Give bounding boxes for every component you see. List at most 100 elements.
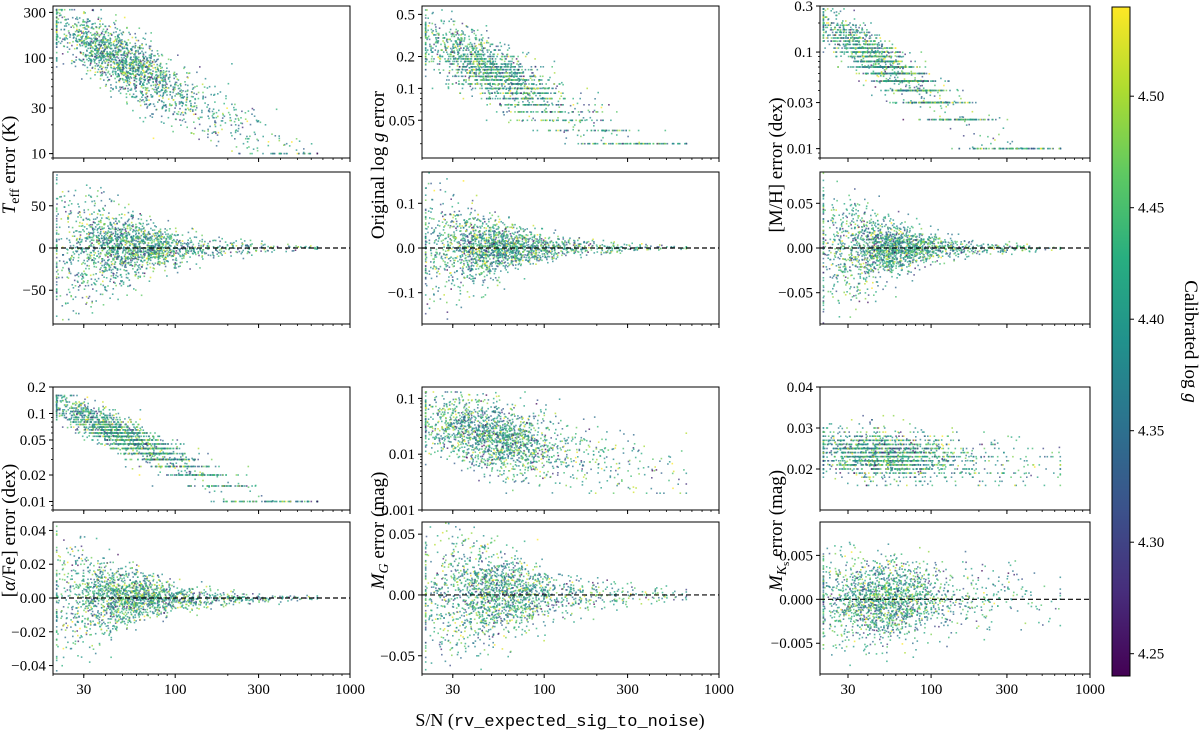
panel-alpha-error: 0.01 0.02 0.05 0.1 0.2 [α/Fe] error (dex) bbox=[0, 380, 351, 597]
axes-frame bbox=[421, 386, 720, 511]
x-tick-label: 100 bbox=[920, 682, 943, 698]
y-tick-label: 0.2 bbox=[396, 50, 415, 66]
panel-alpha-diff: −0.04 −0.02 0.00 0.02 0.04 30 100 300 1000 bbox=[11, 521, 365, 698]
y-tick-label: 0.05 bbox=[20, 433, 46, 449]
y-axis-label: Teff error (K) bbox=[0, 116, 23, 215]
y-tick-label: 50 bbox=[31, 199, 46, 215]
scatter-points bbox=[424, 172, 688, 320]
y-tick-label: 0.03 bbox=[787, 421, 813, 437]
colorbar-tick-label: 4.50 bbox=[1138, 89, 1164, 105]
scatter-points bbox=[424, 391, 688, 494]
y-tick-label: 0.03 bbox=[787, 96, 813, 112]
y-tick-label: 0.05 bbox=[787, 196, 813, 212]
scatter-points bbox=[55, 174, 319, 324]
y-tick-label: 0.02 bbox=[787, 462, 813, 478]
y-tick-label: −0.02 bbox=[11, 625, 46, 641]
scatter-points bbox=[424, 522, 688, 671]
x-tick-label: 30 bbox=[76, 682, 91, 698]
x-tick-label: 1000 bbox=[704, 682, 734, 698]
y-tick-label: 0.1 bbox=[27, 406, 46, 422]
colorbar-gradient bbox=[1111, 6, 1131, 677]
y-tick-label: 0.1 bbox=[794, 45, 813, 61]
colorbar-tick-label: 4.25 bbox=[1138, 647, 1164, 663]
x-tick-label: 300 bbox=[996, 682, 1019, 698]
colorbar-tick-label: 4.30 bbox=[1138, 535, 1164, 551]
x-tick-label: 300 bbox=[616, 682, 639, 698]
colorbar: 4.25 4.30 4.35 4.40 4.45 4.50 Calibrated log g bbox=[1111, 6, 1200, 677]
y-tick-label: 0.01 bbox=[389, 447, 415, 463]
y-tick-label: 0.04 bbox=[20, 523, 47, 539]
y-tick-label: 0.00 bbox=[389, 588, 415, 604]
axes-frame bbox=[421, 521, 720, 675]
scatter-points bbox=[822, 414, 1062, 487]
x-tick-label: 1000 bbox=[335, 682, 365, 698]
panel-teff-diff: −50 0 50 bbox=[23, 171, 351, 328]
axes-frame bbox=[52, 386, 351, 511]
panels: 10 30 100 300 Teff error (K) −50 0 50 0.05 0.1 0.2… bbox=[0, 0, 1105, 698]
y-tick-label: −0.005 bbox=[771, 636, 813, 652]
axes-frame bbox=[421, 5, 720, 159]
panel-mks-error: 0.02 0.03 0.04 MKs error (mag) bbox=[766, 380, 1091, 592]
y-tick-label: −0.05 bbox=[778, 286, 813, 302]
y-axis-label: MKs error (mag) bbox=[766, 470, 792, 592]
y-tick-label: 0.0 bbox=[396, 241, 415, 257]
colorbar-tick-label: 4.40 bbox=[1138, 312, 1164, 328]
y-tick-label: 0.000 bbox=[779, 592, 813, 608]
y-axis-label: MG error (mag) bbox=[368, 472, 392, 591]
panel-mg-diff: −0.05 0.00 0.05 30 100 300 1000 bbox=[380, 521, 734, 698]
scatter-points bbox=[822, 172, 1062, 324]
panel-mg-error: 0.001 0.01 0.1 MG error (mag) bbox=[368, 386, 720, 591]
axes-frame bbox=[52, 5, 351, 159]
x-tick-label: 300 bbox=[247, 682, 270, 698]
panel-logg-diff: −0.1 0.0 0.1 bbox=[388, 171, 720, 328]
y-tick-label: 30 bbox=[31, 101, 46, 117]
x-tick-label: 100 bbox=[164, 682, 187, 698]
x-tick-label: 100 bbox=[533, 682, 556, 698]
y-axis-label: [α/Fe] error (dex) bbox=[0, 464, 20, 597]
y-tick-label: 0.001 bbox=[381, 503, 415, 519]
x-tick-label: 1000 bbox=[1075, 682, 1105, 698]
scatter-points bbox=[822, 8, 1062, 150]
y-tick-label: 10 bbox=[31, 147, 46, 163]
y-axis-label: [M/H] error (dex) bbox=[766, 97, 787, 232]
y-tick-label: −0.1 bbox=[388, 286, 415, 302]
y-tick-label: 0.1 bbox=[396, 391, 415, 407]
y-tick-label: 0.005 bbox=[779, 548, 813, 564]
y-tick-label: 0.1 bbox=[396, 81, 415, 97]
x-tick-label: 30 bbox=[840, 682, 855, 698]
y-tick-label: 0.01 bbox=[20, 494, 46, 510]
y-tick-label: 0.02 bbox=[20, 557, 46, 573]
y-tick-label: 0.01 bbox=[787, 142, 813, 158]
y-tick-label: 0.3 bbox=[794, 0, 813, 15]
y-tick-label: 0 bbox=[39, 241, 47, 257]
x-axis-label: S/N (rv_expected_sig_to_noise) bbox=[415, 710, 704, 732]
colorbar-tick-label: 4.45 bbox=[1138, 201, 1164, 217]
colorbar-tick-label: 4.35 bbox=[1138, 424, 1164, 440]
panel-teff-error: 10 30 100 300 Teff error (K) bbox=[0, 5, 351, 215]
axes-frame bbox=[819, 386, 1091, 511]
y-tick-label: 0.04 bbox=[787, 380, 814, 396]
scatter-points bbox=[55, 525, 319, 672]
y-tick-label: 0.00 bbox=[20, 591, 46, 607]
y-tick-label: −0.05 bbox=[380, 649, 415, 665]
y-tick-label: 0.00 bbox=[787, 241, 813, 257]
axes-frame bbox=[819, 5, 1091, 159]
panel-mh-diff: −0.05 0.00 0.05 bbox=[778, 171, 1091, 328]
y-tick-label: −0.04 bbox=[11, 659, 46, 675]
y-tick-label: 0.1 bbox=[396, 196, 415, 212]
panel-mks-diff: −0.005 0.000 0.005 30 100 300 1000 bbox=[771, 521, 1105, 698]
y-tick-label: 0.02 bbox=[20, 468, 46, 484]
panel-mh-error: 0.01 0.03 0.1 0.3 [M/H] error (dex) bbox=[766, 0, 1091, 233]
y-tick-label: 0.2 bbox=[27, 380, 46, 396]
y-tick-label: 0.05 bbox=[389, 113, 415, 129]
axes-frame bbox=[819, 521, 1091, 675]
scatter-points bbox=[55, 394, 319, 503]
y-tick-label: 100 bbox=[24, 51, 47, 67]
y-tick-label: 300 bbox=[24, 5, 47, 21]
y-axis-label: Original log g error bbox=[368, 90, 389, 239]
y-tick-label: 0.05 bbox=[389, 527, 415, 543]
x-tick-label: 30 bbox=[445, 682, 460, 698]
scatter-points bbox=[822, 541, 1062, 667]
scatter-points bbox=[55, 8, 319, 155]
